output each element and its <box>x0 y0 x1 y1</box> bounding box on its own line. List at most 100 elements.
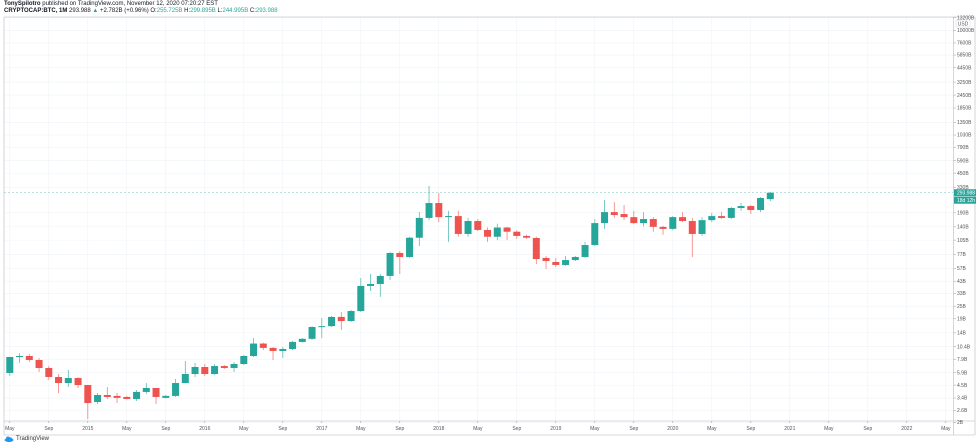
candle[interactable] <box>630 210 638 225</box>
candle[interactable] <box>396 250 404 274</box>
candle[interactable] <box>250 338 258 357</box>
candle[interactable] <box>698 217 706 236</box>
candle[interactable] <box>367 273 375 291</box>
candle[interactable] <box>172 378 180 397</box>
candle[interactable] <box>230 361 238 373</box>
candle[interactable] <box>532 236 540 264</box>
price-tick-label: 3.4B <box>957 396 968 402</box>
candle[interactable] <box>523 234 531 239</box>
price-tick-label: 1350B <box>957 120 972 126</box>
candle[interactable] <box>16 353 24 363</box>
candle[interactable] <box>191 362 199 377</box>
low-value: 244.995B <box>222 8 249 14</box>
candle[interactable] <box>571 255 579 262</box>
candle[interactable] <box>6 356 14 377</box>
time-axis[interactable]: May Sep 2015 May Sep 2016 May Sep 2017 May Sep 2018… <box>5 421 951 432</box>
candle[interactable] <box>74 376 82 388</box>
candle[interactable] <box>649 217 657 232</box>
candle[interactable] <box>25 353 33 362</box>
candle[interactable] <box>445 210 453 242</box>
candle[interactable] <box>347 310 355 323</box>
candle[interactable] <box>318 318 326 339</box>
candle[interactable] <box>493 223 501 241</box>
candle[interactable] <box>201 363 209 377</box>
candle[interactable] <box>737 203 745 211</box>
candle[interactable] <box>279 347 287 359</box>
candle[interactable] <box>601 199 609 229</box>
candle[interactable] <box>45 366 53 380</box>
candle[interactable] <box>464 217 472 237</box>
candle[interactable] <box>708 213 716 223</box>
candle[interactable] <box>679 212 687 223</box>
candle[interactable] <box>123 395 131 400</box>
candle[interactable] <box>484 227 492 242</box>
candle-body <box>191 367 199 374</box>
symbol-name[interactable]: CRYPTOCAP:BTC, 1M <box>4 8 68 14</box>
candle[interactable] <box>718 212 726 220</box>
candle[interactable] <box>162 395 170 399</box>
candle[interactable] <box>289 340 297 351</box>
candle[interactable] <box>669 216 677 231</box>
candle[interactable] <box>474 219 482 231</box>
candle[interactable] <box>308 326 316 340</box>
candle[interactable] <box>757 196 765 213</box>
candle[interactable] <box>581 241 589 258</box>
candle[interactable] <box>542 255 550 269</box>
candle[interactable] <box>357 278 365 313</box>
price-tick-label: 77B <box>957 252 967 258</box>
candle[interactable] <box>152 387 160 404</box>
candle[interactable] <box>211 363 219 376</box>
candle[interactable] <box>35 358 43 373</box>
candle[interactable] <box>240 355 248 366</box>
candle[interactable] <box>727 207 735 220</box>
candle[interactable] <box>552 257 560 267</box>
candle-body <box>406 237 414 257</box>
candle[interactable] <box>415 212 423 246</box>
candle-body <box>259 343 267 348</box>
candle-body <box>152 387 160 397</box>
price-axis[interactable]: 13200B 10000B 7600B 5850B 4450B 3250B 2450B 185… <box>953 15 975 426</box>
candle[interactable] <box>620 205 628 221</box>
candle[interactable] <box>435 193 443 223</box>
candle-body <box>591 223 599 246</box>
candle[interactable] <box>376 273 384 297</box>
candle[interactable] <box>133 389 141 401</box>
candle-body <box>279 349 287 351</box>
candle[interactable] <box>659 225 667 235</box>
candle[interactable] <box>220 365 228 370</box>
candle[interactable] <box>386 252 394 281</box>
candle[interactable] <box>513 230 521 239</box>
candle[interactable] <box>113 393 121 404</box>
candle[interactable] <box>591 219 599 246</box>
candle[interactable] <box>640 212 648 227</box>
candle[interactable] <box>94 393 102 404</box>
candle-body <box>367 283 375 286</box>
candle[interactable] <box>406 236 414 258</box>
candle[interactable] <box>103 386 111 399</box>
candle[interactable] <box>55 373 63 394</box>
tradingview-logo[interactable]: TradingView <box>4 436 49 442</box>
candle[interactable] <box>64 369 72 387</box>
candle[interactable] <box>142 383 150 395</box>
candle[interactable] <box>454 210 462 237</box>
author-name[interactable]: TonySpilotro <box>4 1 41 7</box>
candle[interactable] <box>259 342 267 351</box>
candle[interactable] <box>328 315 336 328</box>
candle-body <box>6 356 14 373</box>
candle[interactable] <box>766 191 774 202</box>
candle[interactable] <box>84 385 92 420</box>
candle[interactable] <box>425 186 433 221</box>
candle[interactable] <box>747 205 755 215</box>
price-tick-label: 590B <box>957 158 969 164</box>
candle[interactable] <box>562 255 570 266</box>
candle[interactable] <box>298 338 306 343</box>
last-value: 293.988 <box>69 8 91 14</box>
candle[interactable] <box>688 217 696 257</box>
candle[interactable] <box>337 312 345 331</box>
candle-body <box>698 220 706 234</box>
candle[interactable] <box>181 360 189 384</box>
candle[interactable] <box>269 347 277 360</box>
candle[interactable] <box>503 226 511 241</box>
candle[interactable] <box>610 202 618 218</box>
